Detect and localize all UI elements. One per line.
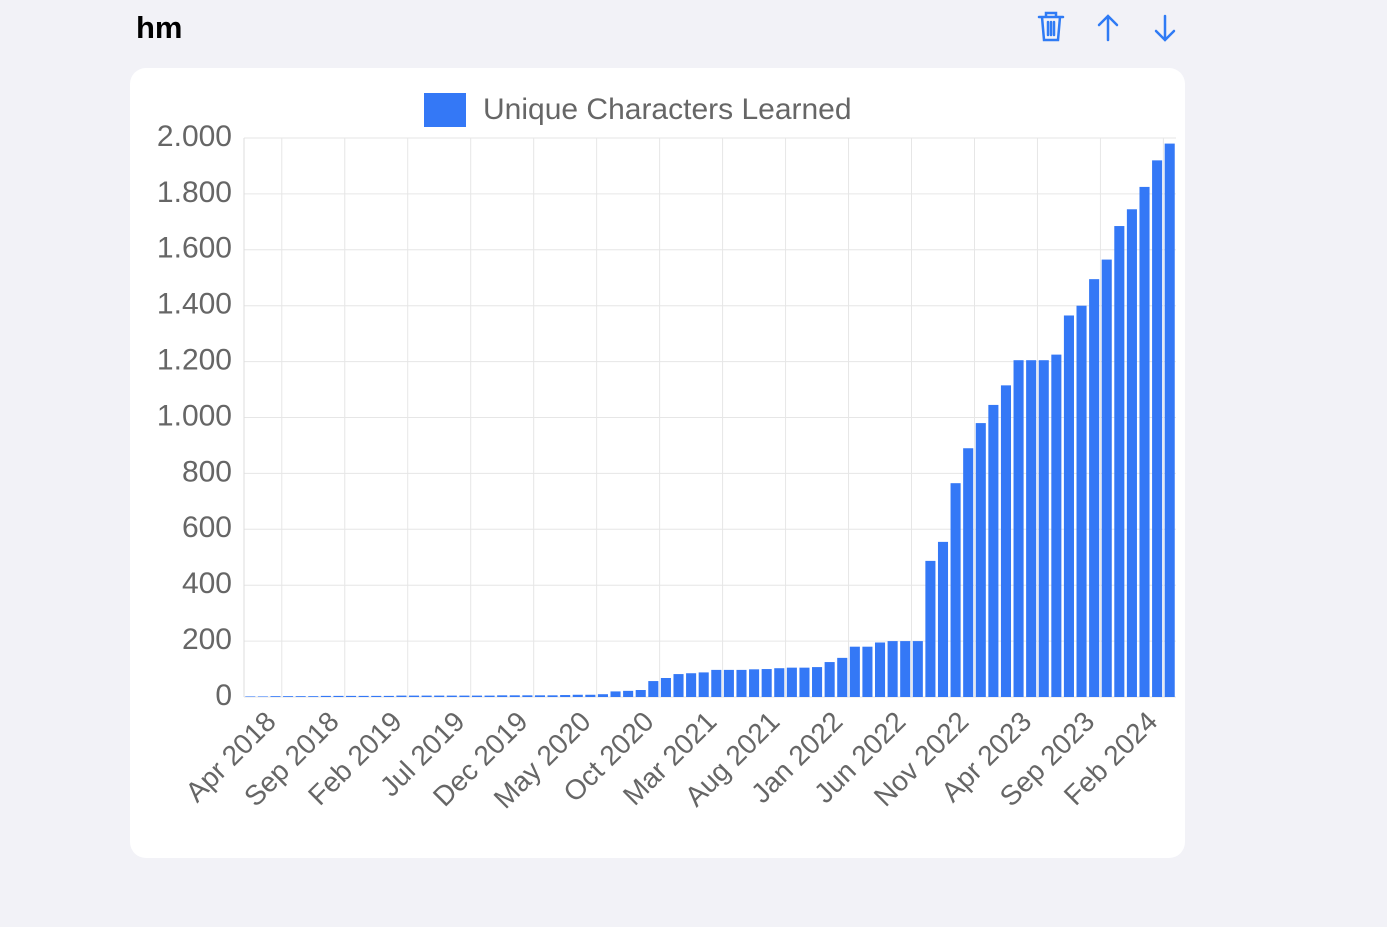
bar [1164, 143, 1175, 698]
y-tick-label: 1.200 [157, 344, 232, 377]
bar [937, 541, 949, 697]
bar [396, 695, 407, 697]
bar [383, 695, 394, 697]
bar [308, 696, 319, 697]
section-title: hm [136, 10, 183, 45]
bar [459, 695, 470, 697]
bar [610, 691, 621, 697]
bar [547, 695, 558, 697]
y-tick-label: 0 [215, 679, 232, 712]
y-tick-label: 200 [182, 623, 232, 656]
bar [270, 696, 281, 697]
bar [408, 695, 420, 697]
bar [887, 641, 898, 697]
bar [560, 695, 571, 697]
y-tick-label: 2.000 [157, 120, 232, 153]
bar [912, 641, 923, 697]
bar [333, 695, 344, 697]
bar [1063, 315, 1074, 697]
bar [446, 695, 457, 697]
bar [358, 695, 369, 697]
bar [585, 694, 596, 697]
delete-button[interactable] [1037, 11, 1065, 42]
bar [346, 695, 357, 697]
bar [1013, 360, 1024, 697]
bar [534, 695, 546, 697]
bar [673, 674, 684, 697]
bar [900, 641, 911, 697]
bar [648, 681, 659, 697]
bar [320, 695, 331, 697]
bar [434, 695, 445, 697]
bar [786, 667, 797, 697]
bar [1152, 160, 1163, 698]
bar [824, 662, 835, 697]
bar [660, 677, 671, 697]
y-tick-label: 1.800 [157, 176, 232, 209]
bar [1114, 226, 1125, 698]
bar [572, 694, 583, 697]
bar [245, 696, 256, 697]
bar [295, 696, 306, 697]
bar [509, 695, 520, 697]
bar [774, 668, 785, 697]
bar [698, 672, 709, 697]
bar [799, 667, 810, 697]
bar [975, 423, 986, 697]
y-tick-label: 1.400 [157, 288, 232, 321]
bar [522, 695, 533, 697]
bar [711, 669, 722, 697]
bar [1089, 279, 1100, 697]
bar [749, 669, 760, 697]
bar [635, 690, 646, 697]
bar [1126, 209, 1137, 697]
bar [484, 695, 495, 697]
bar [925, 560, 936, 697]
y-tick-label: 1.000 [157, 399, 232, 432]
bar [421, 695, 432, 697]
y-tick-label: 600 [182, 511, 232, 544]
bar [963, 448, 974, 697]
y-tick-label: 400 [182, 567, 232, 600]
legend-label: Unique Characters Learned [483, 93, 852, 126]
move-down-button[interactable] [1154, 14, 1176, 42]
bar [837, 657, 848, 697]
bar [761, 669, 772, 697]
bar [283, 696, 294, 697]
bar [812, 667, 823, 697]
bar [874, 642, 886, 697]
bar [257, 696, 268, 697]
move-up-button[interactable] [1097, 14, 1119, 42]
bar [497, 695, 508, 697]
bar [1000, 385, 1012, 697]
bar [1026, 360, 1037, 697]
bar [686, 673, 697, 697]
bar [950, 483, 961, 697]
legend-swatch [424, 93, 466, 127]
bar [1038, 360, 1049, 697]
bar [723, 669, 734, 697]
bar [988, 404, 999, 697]
bar [1076, 305, 1087, 697]
bar [862, 646, 873, 697]
bar [1101, 259, 1112, 697]
y-tick-label: 800 [182, 455, 232, 488]
y-tick-label: 1.600 [157, 232, 232, 265]
bar [1051, 354, 1062, 697]
bar [623, 690, 634, 697]
bar [849, 646, 860, 697]
bar [471, 695, 483, 697]
bar [1139, 186, 1150, 697]
bar [371, 695, 382, 697]
bar [597, 694, 608, 697]
bar [736, 669, 747, 697]
